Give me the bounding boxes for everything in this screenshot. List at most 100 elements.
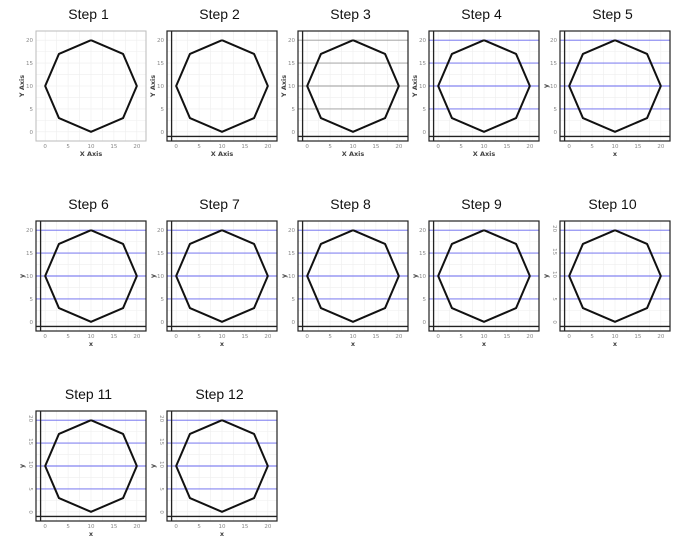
plot-frame [428, 220, 540, 332]
x-tick-label: 0 [436, 144, 440, 150]
chart-panel-1: Step 1 0 5 10 15 20 0 5 10 15 20 X Axis Y Axis [18, 0, 155, 180]
x-tick-label: 5 [328, 144, 332, 150]
x-tick-label: 5 [328, 334, 332, 340]
x-tick-label: 5 [197, 144, 201, 150]
chart-title: Step 12 [195, 386, 244, 402]
series-line-1 [44, 229, 138, 323]
chart-panel-8: Step 8 0 5 10 15 20 0 5 10 15 20 x y [280, 190, 417, 370]
x-axis-label: X Axis [473, 150, 496, 158]
y-tick-label: 10 [288, 84, 295, 90]
x-tick-label: 15 [110, 334, 117, 340]
y-tick-label: 15 [288, 251, 295, 257]
chart-title: Step 4 [461, 6, 502, 22]
plot-frame [35, 30, 147, 142]
x-tick-label: 20 [657, 144, 664, 150]
y-tick-label: 20 [419, 38, 426, 44]
y-tick-label: 15 [550, 61, 557, 67]
x-tick-label: 15 [110, 524, 117, 530]
x-tick-label: 5 [590, 334, 594, 340]
x-tick-label: 5 [590, 144, 594, 150]
chart-title: Step 7 [199, 196, 240, 212]
y-tick-label: 0 [423, 130, 427, 136]
x-tick-label: 20 [395, 334, 402, 340]
series-line-1 [437, 229, 531, 323]
chart-svg: 0 5 10 15 20 0 5 10 15 20 x y [542, 220, 671, 348]
x-tick-label: 0 [43, 334, 47, 340]
y-tick-label: 10 [419, 84, 426, 90]
chart-svg: 0 5 10 15 20 0 5 10 15 20 X Axis Y Axis [411, 30, 540, 158]
y-tick-label: 10 [157, 84, 164, 90]
series-line-1 [44, 39, 138, 133]
y-axis-label: y [542, 83, 550, 88]
y-tick-label: 20 [550, 38, 557, 44]
x-axis-label: x [89, 340, 94, 348]
chart-title: Step 8 [330, 196, 371, 212]
chart-panel-4: Step 4 0 5 10 15 20 0 5 10 15 20 X Axis Y Axis [411, 0, 548, 180]
y-tick-label: 15 [157, 61, 164, 67]
y-tick-label: 10 [26, 84, 33, 90]
x-axis-label: x [482, 340, 487, 348]
x-tick-label: 0 [436, 334, 440, 340]
y-axis-label: Y Axis [18, 75, 26, 98]
x-tick-label: 5 [66, 144, 70, 150]
y-tick-label: 0 [161, 320, 165, 326]
y-tick-label: 20 [26, 228, 33, 234]
x-tick-label: 20 [133, 334, 140, 340]
y-tick-label: 20 [158, 415, 164, 422]
y-tick-label: 20 [288, 38, 295, 44]
y-tick-label: 5 [158, 487, 164, 491]
x-tick-label: 20 [526, 334, 533, 340]
y-axis-label: y [149, 273, 157, 278]
chart-grid: Step 1 0 5 10 15 20 0 5 10 15 20 X Axis Y Axis Step 2… [18, 0, 671, 538]
series-line-1 [175, 39, 269, 133]
y-tick-label: 10 [26, 274, 33, 280]
chart-svg: 0 5 10 15 20 0 5 10 15 20 X Axis Y Axis [18, 30, 147, 158]
x-tick-label: 10 [219, 524, 226, 530]
x-tick-label: 10 [219, 144, 226, 150]
y-tick-label: 15 [551, 248, 557, 255]
x-tick-label: 20 [395, 144, 402, 150]
y-tick-label: 10 [158, 461, 164, 468]
y-axis-label: y [280, 273, 288, 278]
x-axis-label: x [613, 340, 618, 348]
y-tick-label: 20 [288, 228, 295, 234]
x-tick-label: 10 [481, 144, 488, 150]
y-tick-label: 15 [288, 61, 295, 67]
x-tick-label: 10 [88, 524, 95, 530]
x-axis-label: X Axis [211, 150, 234, 158]
x-tick-label: 10 [612, 144, 619, 150]
series-line-1 [175, 419, 269, 513]
y-tick-label: 0 [161, 130, 165, 136]
y-axis-label: y [411, 273, 419, 278]
y-axis-label: Y Axis [149, 75, 157, 98]
x-tick-label: 10 [219, 334, 226, 340]
plot-frame [428, 30, 540, 142]
chart-title: Step 3 [330, 6, 371, 22]
x-tick-label: 20 [133, 524, 140, 530]
x-tick-label: 5 [66, 524, 70, 530]
chart-panel-2: Step 2 0 5 10 15 20 0 5 10 15 20 X Axis Y Axis [149, 0, 286, 180]
x-tick-label: 10 [612, 334, 619, 340]
gridlines [36, 31, 146, 141]
y-tick-label: 15 [419, 61, 426, 67]
x-tick-label: 15 [372, 144, 379, 150]
y-tick-label: 0 [554, 130, 558, 136]
x-tick-label: 20 [264, 334, 271, 340]
chart-svg: 0 5 10 15 20 0 5 10 15 20 x y [149, 410, 278, 538]
x-tick-label: 15 [241, 334, 248, 340]
y-tick-label: 5 [30, 297, 34, 303]
x-tick-label: 10 [350, 144, 357, 150]
chart-title: Step 9 [461, 196, 502, 212]
x-tick-label: 0 [174, 144, 178, 150]
y-tick-label: 5 [30, 107, 34, 113]
x-tick-label: 0 [43, 524, 47, 530]
y-tick-label: 20 [157, 228, 164, 234]
chart-svg: 0 5 10 15 20 0 5 10 15 20 x y [18, 410, 147, 538]
y-tick-label: 15 [26, 61, 33, 67]
x-axis-label: x [613, 150, 618, 158]
x-tick-label: 0 [174, 524, 178, 530]
chart-title: Step 2 [199, 6, 240, 22]
x-tick-label: 15 [634, 144, 641, 150]
y-tick-label: 15 [158, 438, 164, 445]
x-tick-label: 10 [350, 334, 357, 340]
